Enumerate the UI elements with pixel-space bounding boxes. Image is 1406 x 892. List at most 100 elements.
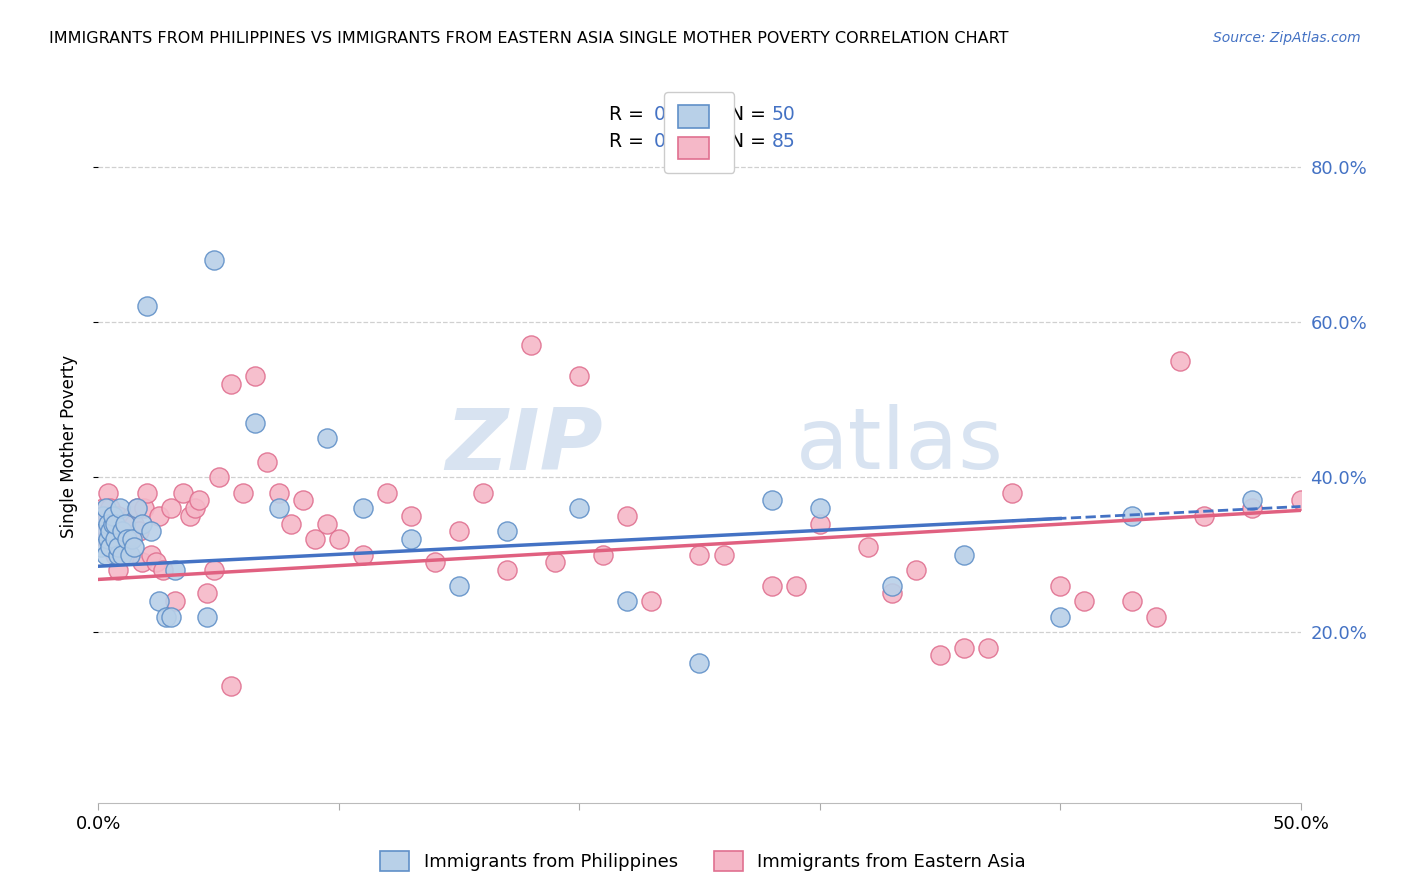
Point xyxy=(243,369,266,384)
Point xyxy=(91,501,114,516)
Point xyxy=(111,524,134,539)
Point xyxy=(304,532,326,546)
Point xyxy=(104,548,127,562)
Point xyxy=(155,609,177,624)
Point xyxy=(132,501,155,516)
Point xyxy=(125,501,148,516)
Point xyxy=(108,524,131,539)
Point xyxy=(111,548,134,562)
Point xyxy=(904,563,927,577)
Point xyxy=(267,485,290,500)
Point xyxy=(399,532,422,546)
Point xyxy=(856,540,879,554)
Text: IMMIGRANTS FROM PHILIPPINES VS IMMIGRANTS FROM EASTERN ASIA SINGLE MOTHER POVERT: IMMIGRANTS FROM PHILIPPINES VS IMMIGRANT… xyxy=(49,31,1008,46)
Text: N =: N = xyxy=(711,105,772,124)
Point xyxy=(135,299,157,313)
Point xyxy=(1073,594,1095,608)
Text: 0.077: 0.077 xyxy=(654,105,707,124)
Legend: , : , xyxy=(665,92,734,173)
Point xyxy=(202,563,225,577)
Point xyxy=(496,563,519,577)
Point xyxy=(616,594,638,608)
Point xyxy=(880,579,903,593)
Point xyxy=(399,508,422,523)
Y-axis label: Single Mother Poverty: Single Mother Poverty xyxy=(59,354,77,538)
Point xyxy=(713,548,735,562)
Point xyxy=(953,548,976,562)
Point xyxy=(1001,485,1024,500)
Point xyxy=(1121,594,1143,608)
Point xyxy=(1241,493,1264,508)
Point xyxy=(97,532,120,546)
Point xyxy=(568,369,591,384)
Point xyxy=(159,501,181,516)
Point xyxy=(111,532,134,546)
Point xyxy=(195,586,218,600)
Point xyxy=(188,493,211,508)
Point xyxy=(114,516,136,531)
Point xyxy=(100,540,122,554)
Point xyxy=(1194,508,1216,523)
Point xyxy=(183,501,205,516)
Point xyxy=(423,555,446,569)
Point xyxy=(447,524,470,539)
Point xyxy=(568,501,591,516)
Point xyxy=(94,501,117,516)
Point xyxy=(148,594,170,608)
Point xyxy=(640,594,662,608)
Point xyxy=(928,648,950,663)
Point xyxy=(761,579,783,593)
Point xyxy=(544,555,567,569)
Point xyxy=(159,609,181,624)
Point xyxy=(689,548,711,562)
Point xyxy=(179,508,201,523)
Point xyxy=(232,485,254,500)
Point xyxy=(1121,508,1143,523)
Point xyxy=(104,532,127,546)
Point xyxy=(202,252,225,267)
Point xyxy=(447,579,470,593)
Point xyxy=(145,555,167,569)
Point xyxy=(208,470,231,484)
Text: 85: 85 xyxy=(772,132,796,151)
Point xyxy=(121,532,143,546)
Point xyxy=(141,524,163,539)
Point xyxy=(315,431,337,445)
Point xyxy=(101,508,124,523)
Text: R =: R = xyxy=(609,105,650,124)
Point xyxy=(124,516,146,531)
Point xyxy=(195,609,218,624)
Legend: Immigrants from Philippines, Immigrants from Eastern Asia: Immigrants from Philippines, Immigrants … xyxy=(373,844,1033,879)
Point xyxy=(328,532,350,546)
Point xyxy=(100,524,122,539)
Text: Source: ZipAtlas.com: Source: ZipAtlas.com xyxy=(1213,31,1361,45)
Point xyxy=(165,563,187,577)
Point xyxy=(101,540,124,554)
Point xyxy=(94,548,117,562)
Point xyxy=(100,516,122,531)
Point xyxy=(1289,493,1312,508)
Point xyxy=(101,516,124,531)
Point xyxy=(107,563,129,577)
Point xyxy=(472,485,495,500)
Point xyxy=(94,532,117,546)
Point xyxy=(256,454,278,468)
Point xyxy=(761,493,783,508)
Point xyxy=(616,508,638,523)
Point xyxy=(808,516,831,531)
Point xyxy=(172,485,194,500)
Point xyxy=(91,508,114,523)
Point xyxy=(1049,579,1071,593)
Text: ZIP: ZIP xyxy=(446,404,603,488)
Point xyxy=(267,501,290,516)
Point xyxy=(97,516,120,531)
Point xyxy=(243,416,266,430)
Point xyxy=(118,532,141,546)
Point xyxy=(291,493,314,508)
Point xyxy=(104,532,127,546)
Point xyxy=(135,485,157,500)
Text: atlas: atlas xyxy=(796,404,1004,488)
Point xyxy=(97,485,120,500)
Point xyxy=(97,508,120,523)
Point xyxy=(808,501,831,516)
